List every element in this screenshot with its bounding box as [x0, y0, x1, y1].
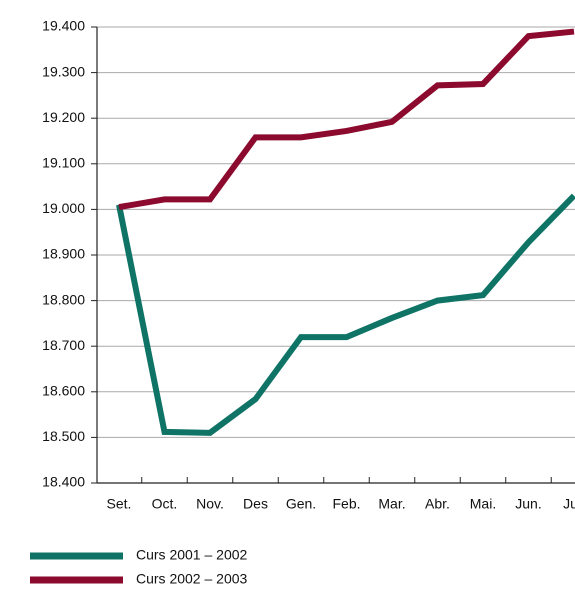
- y-tick-label: 18.700: [42, 337, 85, 353]
- y-tick-label: 18.900: [42, 246, 85, 262]
- x-tick-label: Mar.: [378, 496, 405, 512]
- x-tick-label: Abr.: [425, 496, 450, 512]
- data-line: [116, 193, 575, 436]
- y-tick-label: 19.400: [42, 18, 85, 34]
- y-tick-label: 18.500: [42, 428, 85, 444]
- y-tick-label: 19.300: [42, 63, 85, 79]
- x-tick-label: Feb.: [332, 496, 360, 512]
- data-line: [118, 28, 575, 211]
- y-tick-label: 18.400: [42, 474, 85, 490]
- y-tick-label: 19.200: [42, 109, 85, 125]
- legend-label: Curs 2001 – 2002: [136, 547, 248, 563]
- legend-label: Curs 2002 – 2003: [136, 571, 248, 587]
- grid: [97, 26, 575, 484]
- y-tick-label: 18.800: [42, 291, 85, 307]
- x-tick-label: Jun.: [515, 496, 541, 512]
- x-tick-label: Des: [243, 496, 268, 512]
- x-tick-label: Mai.: [470, 496, 496, 512]
- x-tick-label: Jul.: [563, 496, 575, 512]
- x-tick-label: Set.: [107, 496, 132, 512]
- x-tick-label: Oct.: [152, 496, 178, 512]
- x-tick-label: Gen.: [286, 496, 316, 512]
- y-tick-label: 19.100: [42, 155, 85, 171]
- y-tick-label: 19.000: [42, 200, 85, 216]
- x-tick-label: Nov.: [196, 496, 224, 512]
- y-tick-label: 18.600: [42, 383, 85, 399]
